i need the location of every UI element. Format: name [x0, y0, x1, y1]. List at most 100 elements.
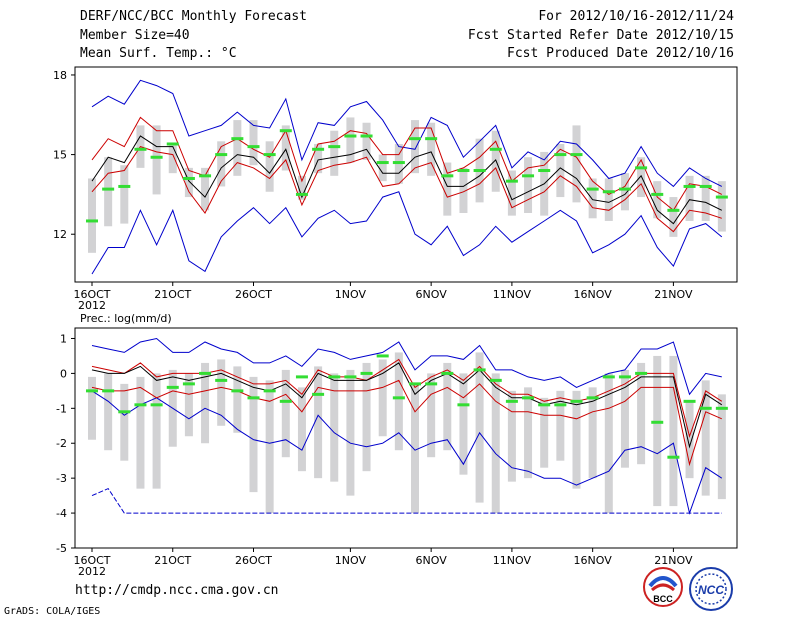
temp-median-mark [199, 174, 212, 178]
prec-spread-box [217, 359, 226, 426]
prec-median-mark [635, 371, 648, 375]
temp-plot-frame [74, 66, 738, 283]
prec-spread-box [491, 373, 500, 514]
prec-spread-box [249, 376, 258, 493]
temp-spread-box [411, 120, 419, 174]
temp-spread-box [443, 162, 452, 216]
prec-spread-box [136, 376, 145, 489]
prec-y-tick-label: -5 [56, 542, 67, 555]
temp-spread-box [572, 125, 581, 203]
temp-median-mark [457, 169, 470, 173]
prec-x-tick-label: 11NOV [493, 554, 532, 567]
prec-median-mark [667, 455, 680, 459]
prec-y-tick-label: -4 [56, 507, 67, 520]
prec-median-mark [312, 392, 325, 396]
prec-median-mark [570, 399, 583, 403]
member-size-label: Member Size=40 [80, 28, 190, 43]
temp-x-tick-label: 16NOV [574, 288, 613, 301]
prec-median-mark [602, 375, 615, 379]
precip-variable-label: Prec.: log(mm/d) [80, 312, 172, 325]
prec-spread-box [540, 397, 549, 468]
temp-median-mark [473, 169, 486, 173]
prec-spread-box [297, 387, 306, 472]
prec-median-mark [554, 403, 567, 407]
prec-median-mark [279, 399, 292, 403]
prec-spread-box [524, 387, 533, 479]
temp-median-mark [182, 176, 195, 180]
temp-year-label: 2012 [78, 299, 106, 312]
temp-spread-box [314, 143, 323, 174]
temp-median-mark [409, 137, 421, 141]
chart-title: DERF/NCC/BCC Monthly Forecast [80, 9, 307, 24]
temp-spread-box [459, 167, 468, 213]
prec-median-mark [328, 375, 341, 379]
prec-spread-box [669, 355, 678, 507]
temperature-variable-label: Mean Surf. Temp.: °C [80, 46, 237, 61]
prec-median-mark [441, 371, 454, 375]
website-url[interactable]: http://cmdp.ncc.cma.gov.cn [75, 583, 279, 598]
prec-ens_min-line [91, 487, 722, 514]
prec-x-tick-label: 6NOV [416, 554, 448, 567]
prec-spread-box [411, 383, 419, 514]
temp-spread-box [556, 143, 565, 198]
prec-x-tick-label: 1NOV [335, 554, 367, 567]
prec-median-mark [538, 403, 551, 407]
prec-median-mark [215, 378, 228, 382]
prec-spread-box [394, 352, 403, 451]
temp-spread-box [233, 120, 242, 176]
temp-spread-box [620, 173, 629, 211]
prec-min-line [91, 390, 723, 515]
prec-spread-box [265, 380, 274, 514]
prec-spread-box [346, 369, 355, 496]
prec-spread-box [314, 366, 323, 479]
temp-spread-box [184, 167, 193, 198]
temp-x-tick-label: 6NOV [416, 288, 448, 301]
temp-spread-box [281, 125, 290, 171]
prec-median-mark [134, 403, 147, 407]
prec-median-mark [166, 385, 179, 389]
prec-median-mark [231, 389, 244, 393]
temp-spread-box [604, 178, 613, 221]
prec-median-mark [618, 375, 631, 379]
temp-x-tick-label: 21NOV [654, 288, 693, 301]
temp-spread-box [701, 175, 710, 221]
temp-spread-box [120, 165, 129, 224]
prec-median-mark [247, 396, 260, 400]
temp-median-mark [150, 155, 163, 159]
prec-spread-box [120, 383, 129, 461]
temp-median-mark [312, 147, 325, 151]
prec-spread-box [572, 390, 581, 489]
temp-median-mark [699, 184, 712, 188]
prec-y-tick-label: -3 [56, 472, 67, 485]
prec-spread-box [701, 380, 710, 496]
prec-x-tick-label: 21OCT [154, 554, 191, 567]
prec-spread-box [443, 362, 452, 451]
prec-spread-box [427, 373, 436, 458]
ncc-logo: NCC [689, 567, 733, 611]
temp-median-mark [586, 187, 599, 191]
prec-median-mark [489, 378, 502, 382]
temp-median-mark [392, 161, 405, 165]
temp-median-mark [360, 134, 373, 138]
forecast-period-label: For 2012/10/16-2012/11/24 [538, 9, 734, 24]
temp-median-mark [166, 142, 179, 146]
temp-spread-box [297, 175, 306, 200]
prec-spread-box [233, 366, 242, 433]
prec-median-mark [344, 375, 357, 379]
prec-median-mark [505, 399, 518, 403]
prec-y-tick-label: 1 [60, 332, 67, 345]
temp-spread-box [507, 170, 516, 216]
prec-lower-line [91, 379, 722, 467]
temp-spread-box [637, 157, 646, 198]
prec-spread-box [152, 373, 161, 489]
prec-median-mark [150, 403, 163, 407]
prec-spread-box [104, 373, 113, 451]
temp-x-tick-label: 11NOV [493, 288, 532, 301]
temp-spread-box [265, 141, 274, 192]
prec-plot-frame [74, 327, 738, 549]
temp-spread-box [88, 178, 96, 253]
temp-median-mark [279, 129, 292, 133]
prec-spread-box [330, 373, 339, 482]
temp-spread-box [653, 181, 662, 219]
